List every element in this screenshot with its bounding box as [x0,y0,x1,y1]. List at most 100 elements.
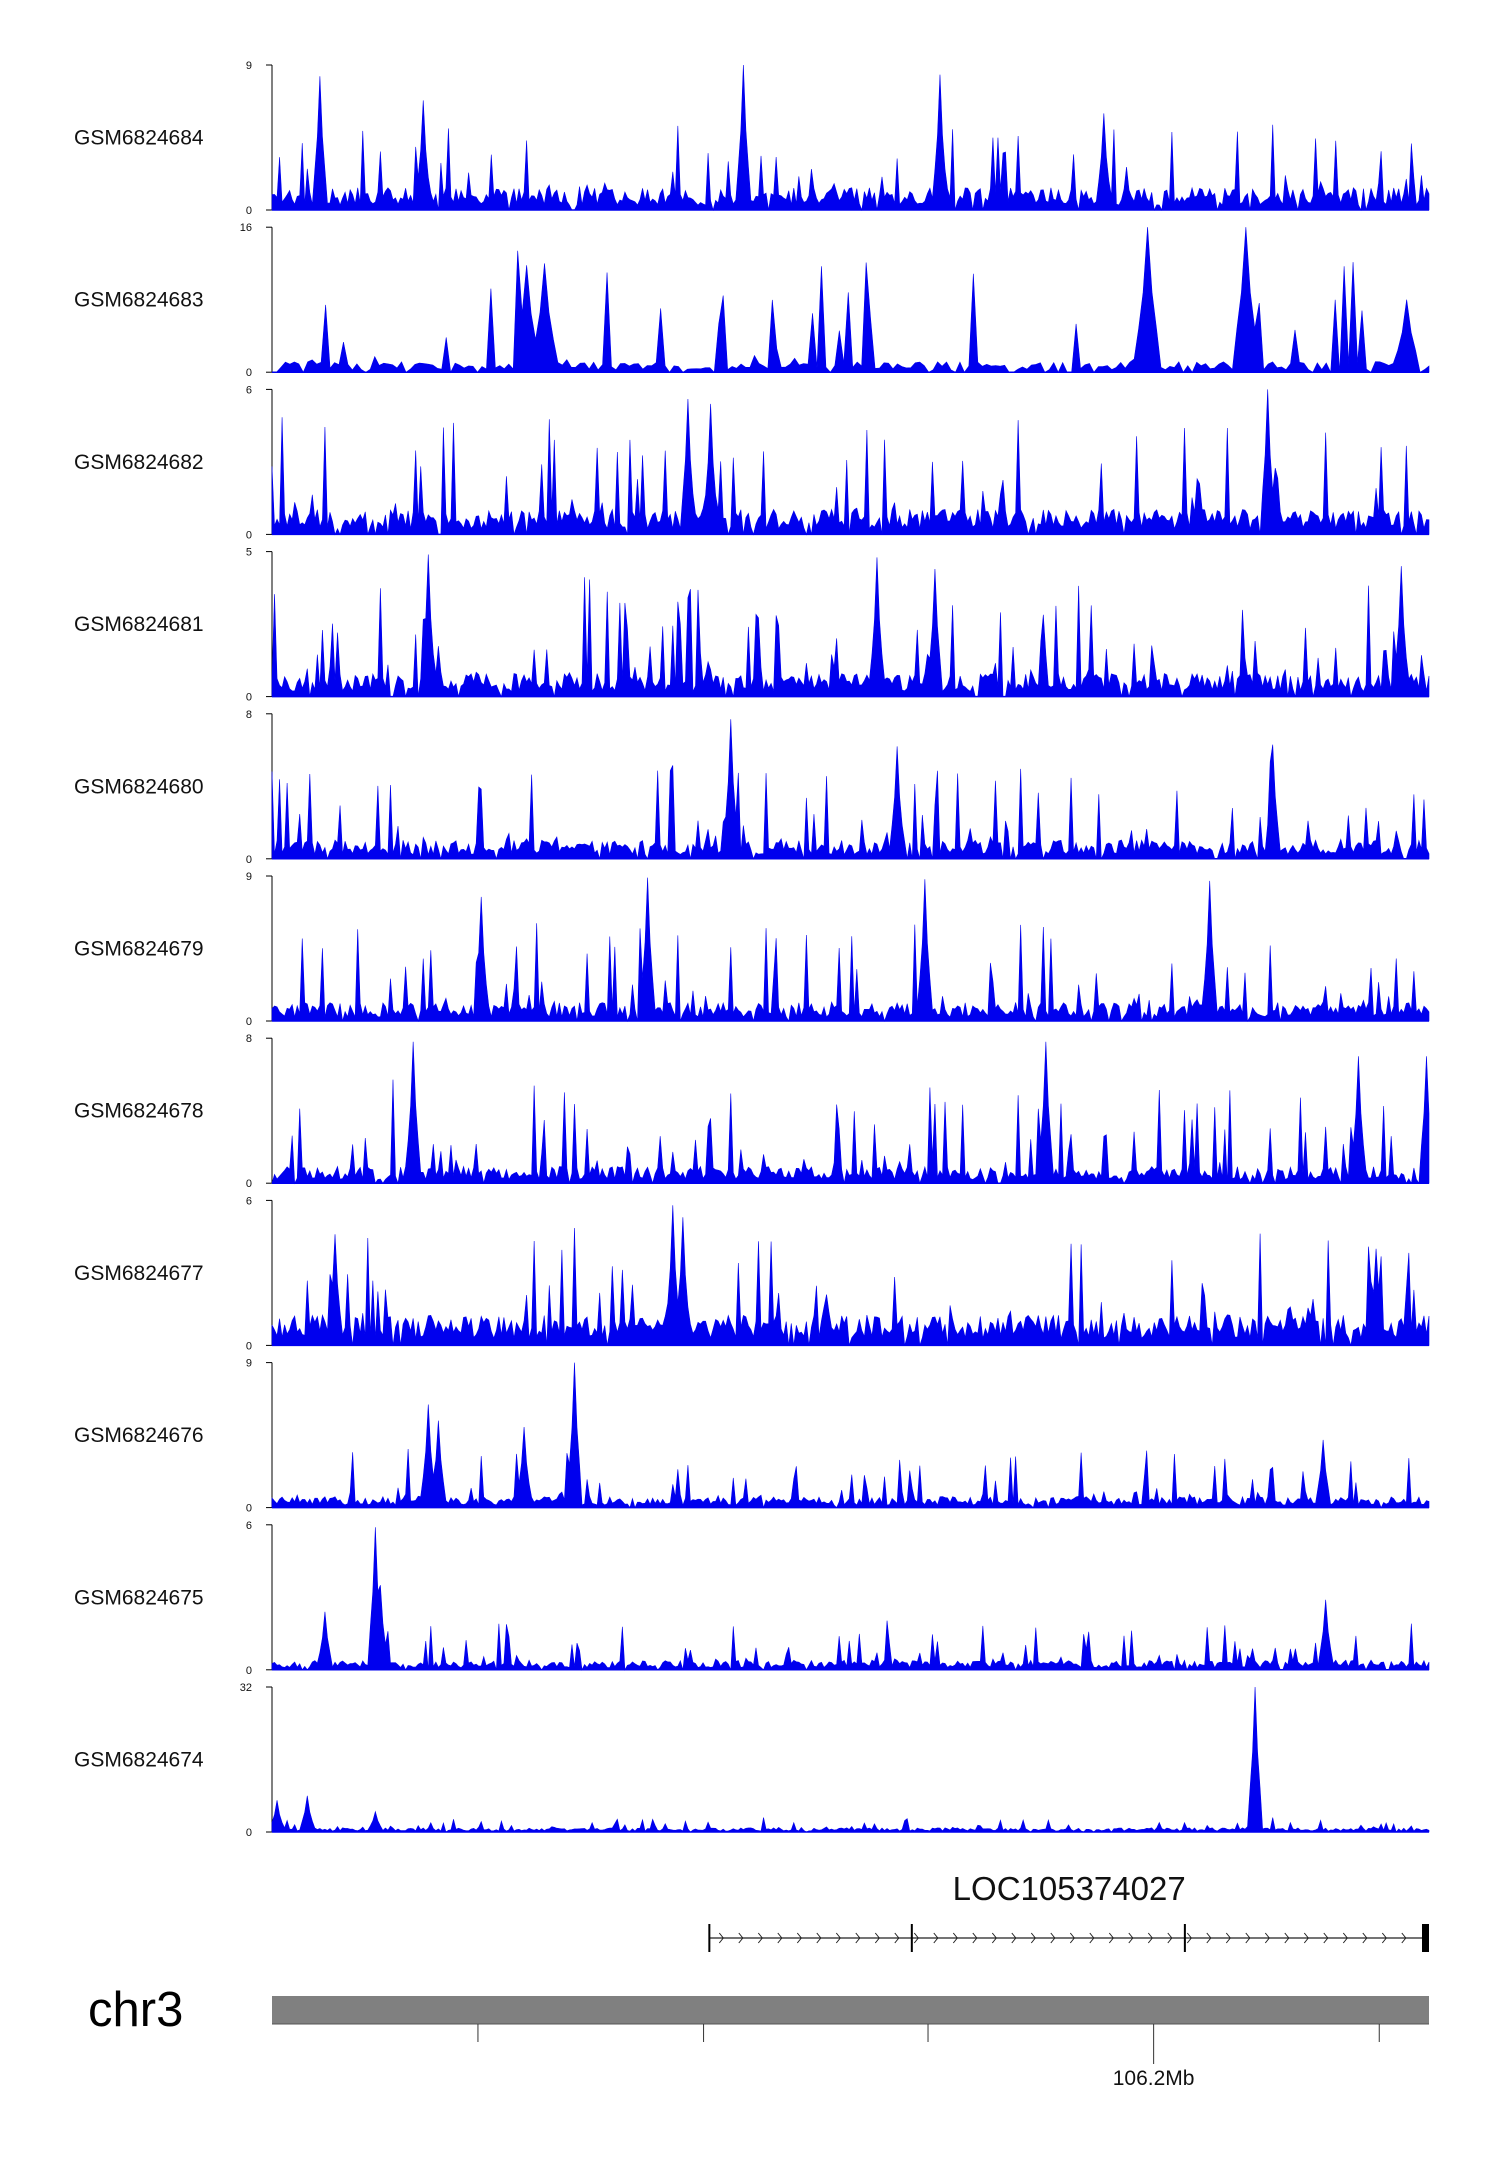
track-GSM6824678: GSM6824678 8 0 [74,1033,1430,1190]
track-label: GSM6824682 [74,451,204,474]
strand-arrow [1128,1932,1134,1944]
strand-arrow [1362,1932,1368,1944]
strand-arrow [1167,1932,1173,1944]
coverage-area [271,719,1430,860]
y-axis-min-label: 0 [246,1503,252,1515]
y-axis-min-label: 0 [246,1016,252,1028]
y-axis-min-label: 0 [246,1340,252,1352]
y-axis-max-label: 8 [246,1033,252,1045]
track-label: GSM6824678 [74,1100,204,1123]
strand-arrow [1186,1932,1192,1944]
strand-arrow [1342,1932,1348,1944]
coverage-area [271,64,1430,212]
y-axis-max-label: 32 [240,1682,252,1694]
strand-arrow [757,1932,763,1944]
strand-arrow [1381,1932,1387,1944]
track-GSM6824682: GSM6824682 6 0 [74,384,1430,541]
strand-arrow [1206,1932,1212,1944]
track-label: GSM6824680 [74,775,204,798]
y-axis-min-label: 0 [246,1665,252,1677]
y-axis-max-label: 6 [246,384,252,396]
y-axis-max-label: 9 [246,1358,252,1370]
strand-arrow [1050,1932,1056,1944]
exon-block [1422,1924,1429,1952]
strand-arrow [855,1932,861,1944]
strand-arrow [933,1932,939,1944]
strand-arrow [991,1932,997,1944]
coverage-area [272,227,1430,374]
coverage-area [271,554,1430,698]
strand-arrow [1225,1932,1231,1944]
track-label: GSM6824681 [74,613,204,636]
coverage-area [271,1041,1430,1185]
track-label: GSM6824684 [74,127,204,150]
track-label: GSM6824674 [74,1749,204,1772]
exon-block [1183,1924,1186,1952]
strand-arrow [1284,1932,1290,1944]
coverage-area [271,1362,1430,1509]
track-GSM6824684: GSM6824684 9 0 [74,60,1430,217]
y-axis-min-label: 0 [246,854,252,866]
y-axis-min-label: 0 [246,367,252,379]
track-GSM6824680: GSM6824680 8 0 [74,709,1430,866]
y-axis-max-label: 6 [246,1520,252,1532]
strand-arrow [913,1932,919,1944]
exon-block [910,1924,913,1952]
strand-arrow [1401,1932,1407,1944]
y-axis-min-label: 0 [246,692,252,704]
strand-arrow [1264,1932,1270,1944]
strand-arrow [1147,1932,1153,1944]
y-axis-max-label: 16 [240,222,252,234]
gene-annotation-track: LOC105374027 [708,1870,1429,1952]
coverage-area [271,877,1430,1023]
strand-arrow [1030,1932,1036,1944]
strand-arrow [738,1932,744,1944]
genomic-position-label: 106.2Mb [1113,2067,1195,2090]
coverage-area [271,389,1430,536]
track-GSM6824674: GSM6824674 32 0 [74,1682,1430,1839]
strand-arrow [718,1932,724,1944]
strand-arrow [1303,1932,1309,1944]
y-axis-min-label: 0 [246,1178,252,1190]
strand-arrow [1108,1932,1114,1944]
y-axis-max-label: 5 [246,547,252,559]
strand-arrow [972,1932,978,1944]
y-axis-max-label: 9 [246,60,252,72]
track-label: GSM6824675 [74,1586,204,1609]
coverage-area [271,1686,1430,1833]
chromosome-label: chr3 [88,1983,183,2037]
y-axis-min-label: 0 [246,1827,252,1839]
track-GSM6824675: GSM6824675 6 0 [74,1520,1430,1677]
strand-arrow [952,1932,958,1944]
strand-arrow [1323,1932,1329,1944]
strand-arrow [777,1932,783,1944]
strand-arrow [874,1932,880,1944]
y-axis-max-label: 9 [246,871,252,883]
coverage-area [271,1205,1430,1346]
strand-arrow [1069,1932,1075,1944]
track-GSM6824683: GSM6824683 16 0 [74,222,1430,379]
chromosome-ideogram: chr3 106.2Mb [88,1983,1429,2090]
strand-arrow [796,1932,802,1944]
track-label: GSM6824677 [74,1262,204,1285]
strand-arrow [894,1932,900,1944]
chromosome-bar [272,1996,1429,2024]
strand-arrow [1089,1932,1095,1944]
strand-arrow [1245,1932,1251,1944]
track-label: GSM6824683 [74,289,204,312]
coverage-tracks: GSM682468490GSM6824683160GSM682468260GSM… [74,60,1430,1839]
track-label: GSM6824676 [74,1424,204,1447]
y-axis-max-label: 6 [246,1195,252,1207]
strand-arrow [835,1932,841,1944]
coverage-area [271,1527,1430,1671]
track-GSM6824679: GSM6824679 9 0 [74,871,1430,1028]
strand-arrow [816,1932,822,1944]
track-GSM6824681: GSM6824681 5 0 [74,547,1430,704]
y-axis-max-label: 8 [246,709,252,721]
strand-arrow [1011,1932,1017,1944]
track-GSM6824676: GSM6824676 9 0 [74,1358,1430,1515]
gene-name-label: LOC105374027 [953,1870,1186,1907]
y-axis-min-label: 0 [246,529,252,541]
track-GSM6824677: GSM6824677 6 0 [74,1195,1430,1352]
